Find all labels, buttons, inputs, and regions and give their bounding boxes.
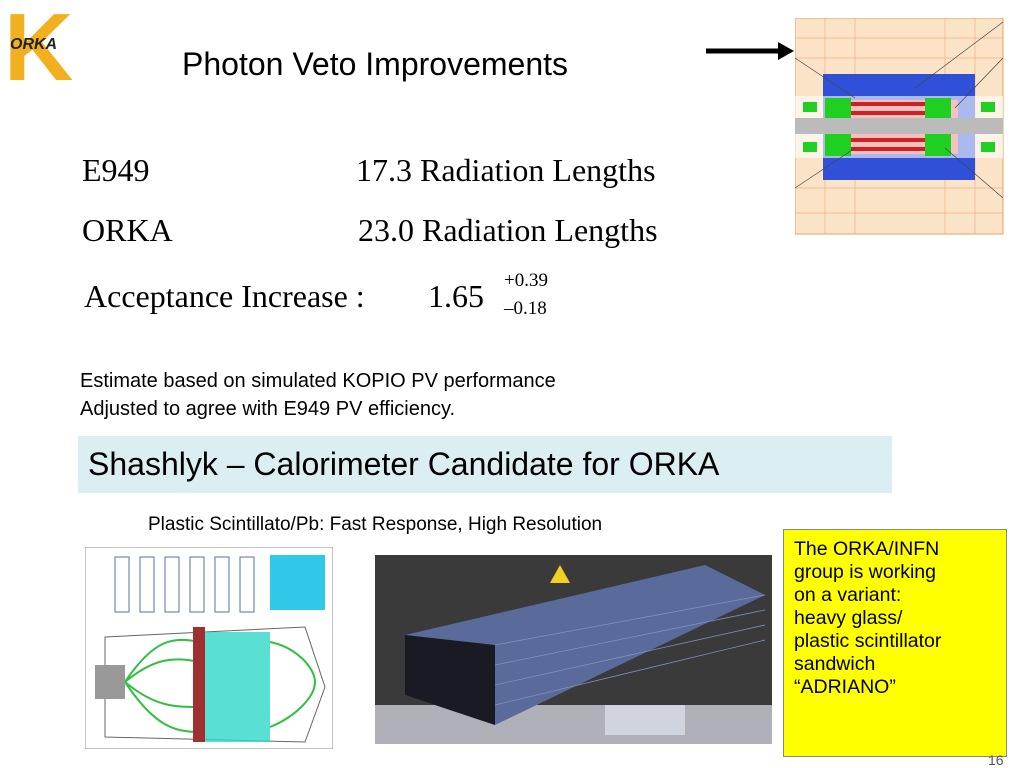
acceptance-plus: +0.39 (504, 270, 548, 291)
acceptance-value: 1.65 (428, 278, 484, 314)
caption: Plastic Scintillato/Pb: Fast Response, H… (148, 514, 603, 535)
logo-mark: K (4, 4, 73, 84)
logo-name: ORKA (10, 36, 58, 53)
callout-line: group is working (794, 561, 936, 583)
experiment-label: ORKA (82, 212, 173, 248)
acceptance-label: Acceptance Increase : (84, 278, 365, 314)
callout-line: heavy glass/ (794, 607, 903, 629)
callout-line: on a variant: (794, 584, 902, 606)
note: Estimate based on simulated KOPIO PV per… (80, 370, 556, 392)
banner-box (78, 436, 892, 493)
banner: Shashlyk – Calorimeter Candidate for ORK… (88, 446, 720, 482)
callout-box (783, 529, 1007, 757)
title: Photon Veto Improvements (182, 46, 568, 82)
callout-text: The ORKA/INFN group is working on a varian… (794, 538, 941, 699)
callout-line: sandwich (794, 653, 876, 675)
callout-line: The ORKA/INFN (794, 538, 940, 560)
radiation-value: 23.0 Radiation Lengths (358, 212, 658, 248)
callout-line: “ADRIANO” (794, 676, 896, 698)
note: Adjusted to agree with E949 PV efficienc… (80, 398, 456, 420)
logo-letter: K (4, 4, 73, 84)
experiment-label: E949 (82, 152, 150, 188)
schematic-image (85, 547, 333, 749)
radiation-value: 17.3 Radiation Lengths (356, 152, 656, 188)
calorimeter-photo (375, 555, 772, 744)
acceptance-minus: –0.18 (504, 298, 547, 319)
detector-drawing (795, 18, 1004, 235)
arrow (706, 42, 794, 60)
callout-line: plastic scintillator (794, 630, 942, 652)
page-number: 16 (988, 752, 1004, 768)
